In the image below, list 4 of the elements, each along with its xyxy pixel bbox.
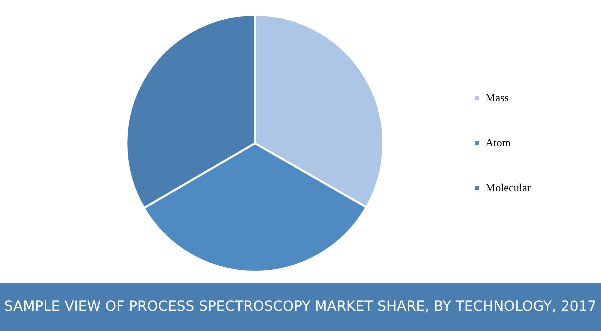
legend-label: Molecular	[486, 182, 532, 194]
legend-label: Atom	[486, 137, 512, 150]
text: SAMPLE VIEW OF PROCESS SPECTROSCOPY MARKET SHARE, BY TECHNOLOGY, 2017	[0, 283, 601, 331]
legend-label: Mass	[486, 92, 510, 104]
